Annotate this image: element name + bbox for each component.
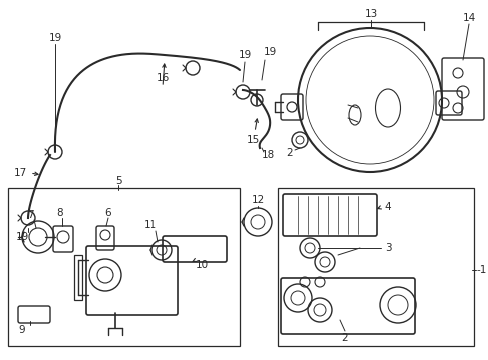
Text: 2: 2 xyxy=(341,333,347,343)
Text: 6: 6 xyxy=(104,208,111,218)
Text: 15: 15 xyxy=(246,135,259,145)
Text: 13: 13 xyxy=(364,9,377,19)
Text: 12: 12 xyxy=(251,195,264,205)
Bar xyxy=(74,255,82,300)
Text: 8: 8 xyxy=(57,208,63,218)
Text: 19: 19 xyxy=(15,232,29,242)
Text: 9: 9 xyxy=(19,325,25,335)
Text: 11: 11 xyxy=(143,220,156,230)
Text: 3: 3 xyxy=(384,243,390,253)
Text: 16: 16 xyxy=(156,73,169,83)
Text: 7: 7 xyxy=(27,210,33,220)
Bar xyxy=(8,188,240,346)
Text: 4: 4 xyxy=(384,202,390,212)
Text: 19: 19 xyxy=(263,47,276,57)
Text: 14: 14 xyxy=(462,13,475,23)
Text: 10: 10 xyxy=(195,260,208,270)
Text: 19: 19 xyxy=(48,33,61,43)
Text: 2: 2 xyxy=(286,148,293,158)
Text: 5: 5 xyxy=(115,176,121,186)
Text: 17: 17 xyxy=(13,168,26,178)
Text: -1: -1 xyxy=(476,265,486,275)
Bar xyxy=(278,188,473,346)
Text: 19: 19 xyxy=(238,50,251,60)
Text: 18: 18 xyxy=(261,150,274,160)
